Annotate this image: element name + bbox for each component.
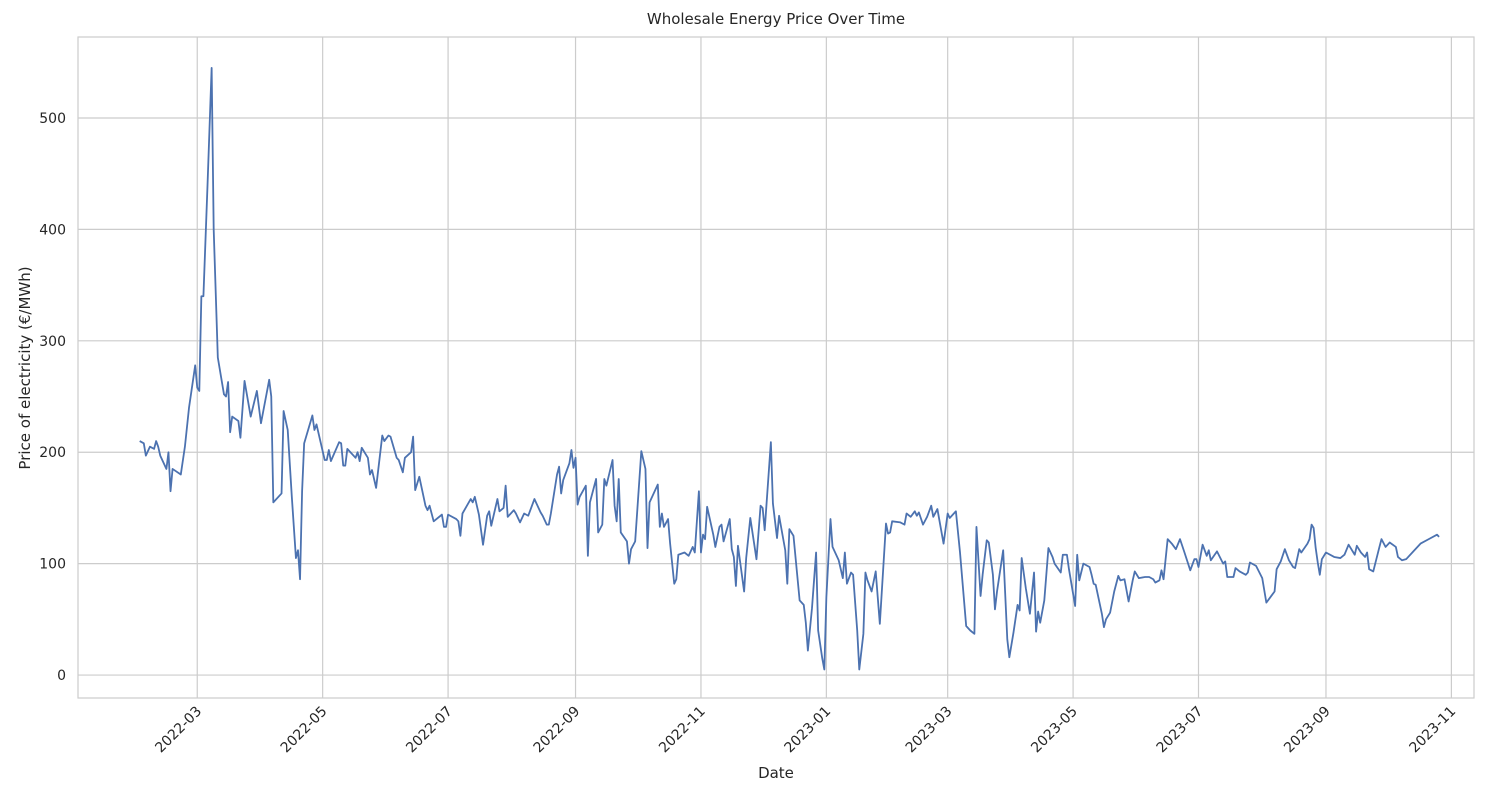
x-tick-label: 2022-05 — [278, 704, 331, 757]
y-tick-label: 500 — [39, 111, 66, 127]
chart-title: Wholesale Energy Price Over Time — [647, 10, 905, 28]
y-tick-label: 300 — [39, 334, 66, 350]
plot-area — [77, 36, 1475, 699]
y-tick-label: 100 — [39, 557, 66, 573]
y-axis-label: Price of electricity (€/MWh) — [16, 266, 34, 469]
x-tick-label: 2023-03 — [903, 704, 956, 757]
x-tick-label: 2023-09 — [1281, 704, 1334, 757]
data-line — [139, 66, 1440, 671]
y-tick-label: 0 — [57, 668, 66, 684]
x-tick-label: 2023-01 — [782, 704, 835, 757]
x-tick-label: 2022-11 — [656, 704, 709, 757]
y-tick-label: 200 — [39, 445, 66, 461]
x-axis-label: Date — [758, 764, 794, 782]
x-tick-label: 2022-03 — [152, 704, 205, 757]
x-tick-label: 2022-07 — [403, 704, 456, 757]
x-tick-label: 2023-05 — [1028, 704, 1081, 757]
x-tick-label: 2023-07 — [1154, 704, 1207, 757]
y-tick-label: 400 — [39, 222, 66, 238]
x-tick-label: 2022-09 — [531, 704, 584, 757]
x-tick-label: 2023-11 — [1407, 704, 1460, 757]
